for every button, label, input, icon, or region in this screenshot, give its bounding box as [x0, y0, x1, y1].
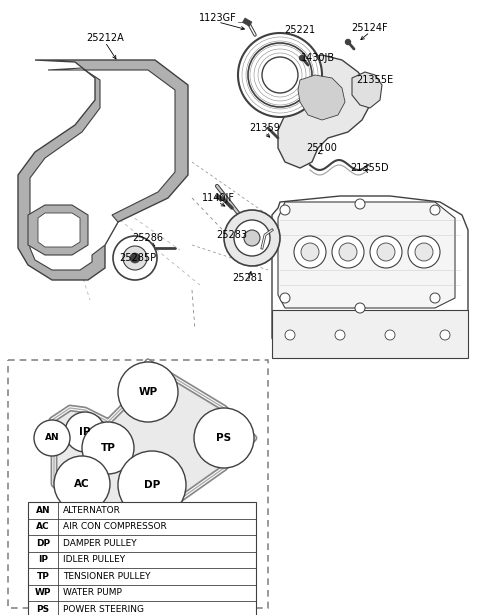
Circle shape [355, 303, 365, 313]
Text: ALTERNATOR: ALTERNATOR [63, 506, 121, 515]
Circle shape [224, 210, 280, 266]
Circle shape [123, 246, 147, 270]
Text: TENSIONER PULLEY: TENSIONER PULLEY [63, 572, 151, 581]
Circle shape [294, 236, 326, 268]
Text: 21355D: 21355D [351, 163, 389, 173]
Text: PS: PS [36, 605, 49, 614]
Bar [242, 18, 252, 26]
Polygon shape [38, 213, 80, 247]
Text: PS: PS [216, 433, 231, 443]
Polygon shape [278, 55, 370, 168]
Text: TP: TP [101, 443, 115, 453]
Text: AN: AN [45, 434, 60, 443]
Circle shape [355, 199, 365, 209]
Circle shape [113, 236, 157, 280]
Circle shape [440, 330, 450, 340]
Text: WP: WP [138, 387, 157, 397]
Text: 21355E: 21355E [357, 75, 394, 85]
Text: WP: WP [35, 589, 51, 597]
Text: IP: IP [79, 427, 91, 437]
Text: 25283: 25283 [216, 230, 248, 240]
Polygon shape [28, 205, 88, 255]
Circle shape [408, 236, 440, 268]
Circle shape [385, 330, 395, 340]
Circle shape [332, 236, 364, 268]
Text: 25286: 25286 [132, 233, 164, 243]
Polygon shape [298, 75, 345, 120]
Text: AN: AN [36, 506, 50, 515]
Polygon shape [52, 362, 254, 519]
Circle shape [301, 243, 319, 261]
Polygon shape [352, 72, 382, 108]
Text: 25100: 25100 [307, 143, 337, 153]
Text: DAMPER PULLEY: DAMPER PULLEY [63, 539, 137, 548]
Circle shape [285, 330, 295, 340]
Bar [216, 194, 223, 202]
Circle shape [65, 412, 105, 452]
Circle shape [430, 205, 440, 215]
Text: 25212A: 25212A [86, 33, 124, 43]
Bar [28, 502, 256, 615]
Circle shape [280, 205, 290, 215]
Circle shape [118, 362, 178, 422]
Circle shape [54, 456, 110, 512]
Circle shape [244, 230, 260, 246]
Circle shape [339, 243, 357, 261]
Circle shape [280, 293, 290, 303]
Text: 21359: 21359 [250, 123, 280, 133]
Circle shape [34, 420, 70, 456]
Text: 25285P: 25285P [120, 253, 156, 263]
Polygon shape [272, 196, 468, 358]
Circle shape [82, 422, 134, 474]
Text: AIR CON COMPRESSOR: AIR CON COMPRESSOR [63, 522, 167, 531]
Text: AC: AC [36, 522, 50, 531]
Circle shape [415, 243, 433, 261]
Polygon shape [278, 202, 455, 308]
Text: 1140JF: 1140JF [202, 193, 235, 203]
Circle shape [377, 243, 395, 261]
Text: 25281: 25281 [232, 273, 264, 283]
Text: 25221: 25221 [285, 25, 315, 35]
Bar [8, 360, 268, 608]
Text: DP: DP [36, 539, 50, 548]
Circle shape [234, 220, 270, 256]
Text: 25124F: 25124F [352, 23, 388, 33]
Text: AC: AC [74, 479, 90, 489]
Text: IP: IP [38, 555, 48, 564]
Polygon shape [272, 310, 468, 358]
Circle shape [335, 330, 345, 340]
Polygon shape [30, 68, 175, 270]
Text: TP: TP [36, 572, 49, 581]
Text: 1123GF: 1123GF [199, 13, 237, 23]
Circle shape [118, 451, 186, 519]
Circle shape [430, 293, 440, 303]
Text: 1430JB: 1430JB [301, 53, 335, 63]
Polygon shape [18, 60, 188, 280]
Circle shape [238, 33, 322, 117]
Text: WATER PUMP: WATER PUMP [63, 589, 122, 597]
Circle shape [300, 55, 304, 60]
Circle shape [130, 253, 140, 263]
Circle shape [370, 236, 402, 268]
Circle shape [346, 39, 350, 44]
Text: POWER STEERING: POWER STEERING [63, 605, 144, 614]
Circle shape [194, 408, 254, 468]
Text: IDLER PULLEY: IDLER PULLEY [63, 555, 125, 564]
Text: DP: DP [144, 480, 160, 490]
